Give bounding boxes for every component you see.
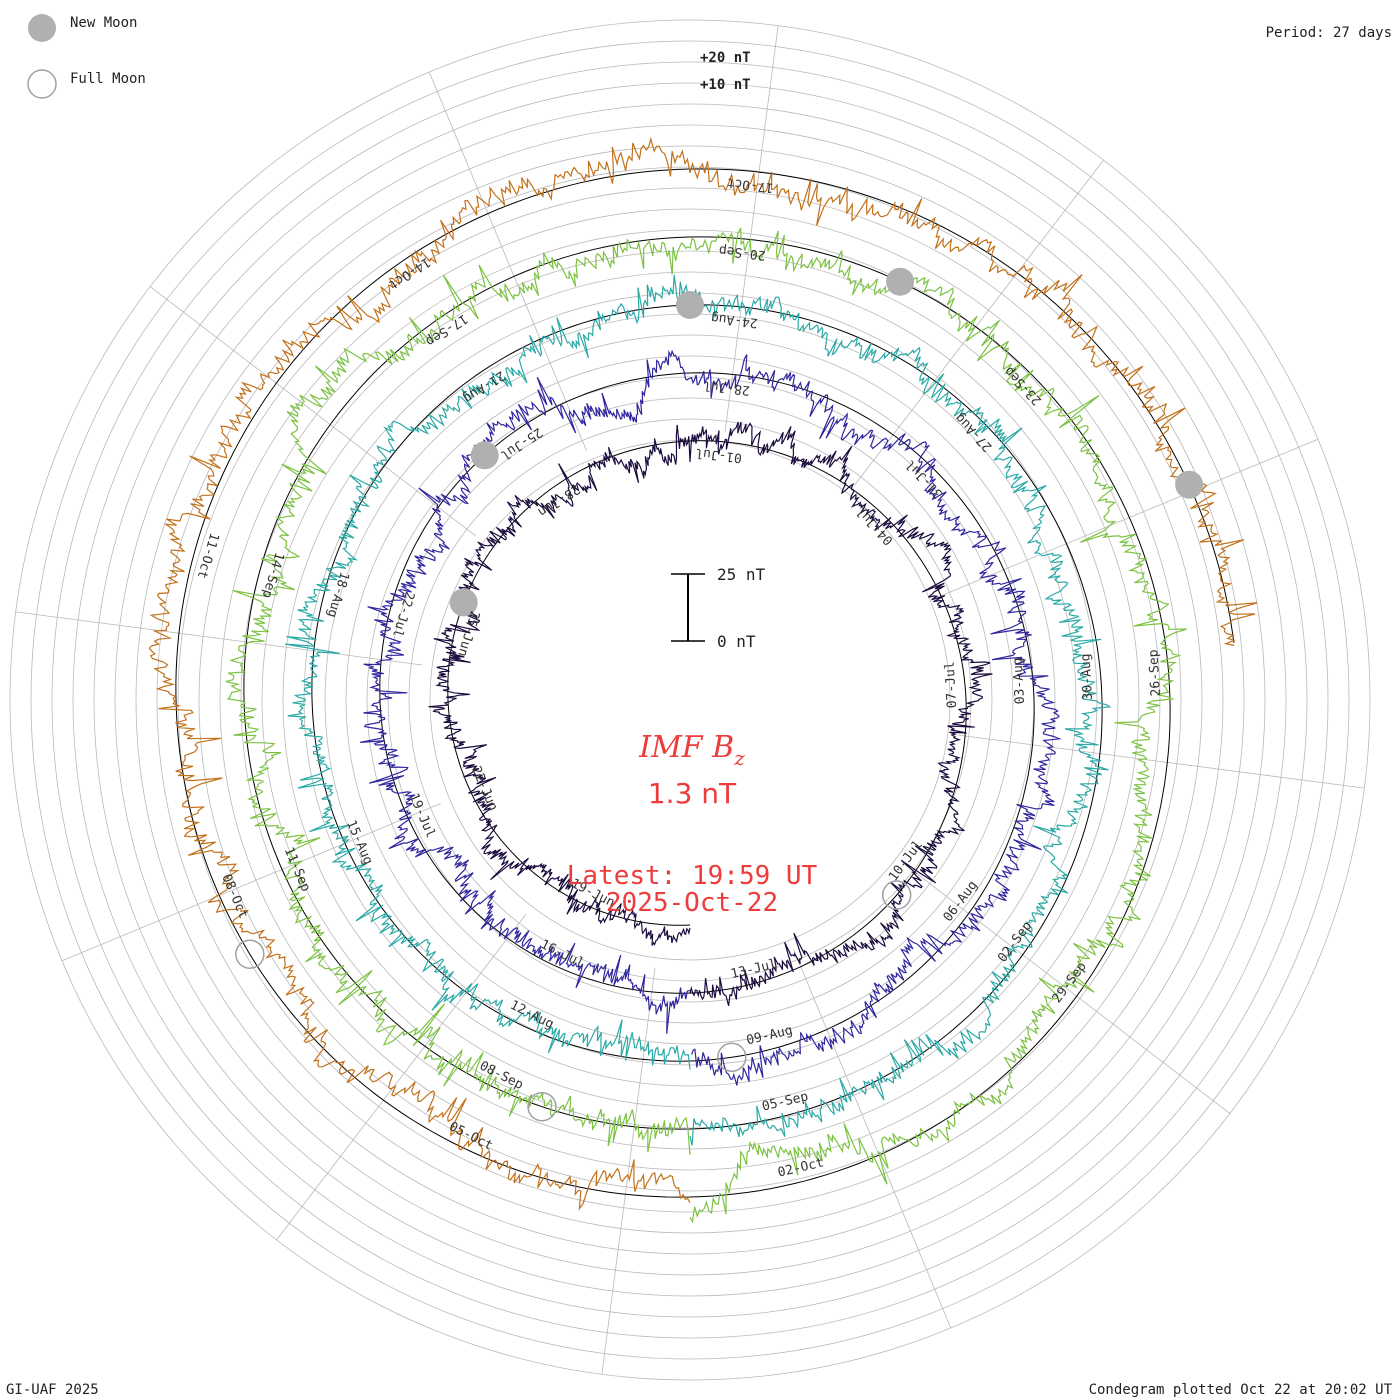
scale-bar-top-label: 25 nT: [717, 565, 766, 584]
zero-baseline: [175, 168, 1235, 1198]
date-label: 25-Jun: [454, 609, 482, 658]
grid-ring: [135, 145, 1245, 1255]
date-label: 21-Aug: [460, 367, 507, 405]
date-label: 15-Aug: [343, 818, 375, 867]
full-moon-label: Full Moon: [70, 71, 146, 87]
date-label: 11-Oct: [194, 531, 222, 580]
date-label: 18-Aug: [324, 570, 352, 619]
grid-ring: [30, 40, 1350, 1360]
date-label: 01-Jul: [694, 445, 742, 465]
new-moon-label: New Moon: [70, 15, 137, 31]
grid-ring: [93, 103, 1287, 1297]
date-label: 22-Jul: [389, 589, 417, 638]
date-label: 26-Sep: [1146, 649, 1164, 697]
grid-spoke: [939, 438, 1319, 597]
date-labels: 19-Jun22-Jun25-Jun28-Jun01-Jul04-Jul07-J…: [194, 175, 1164, 1181]
grid-spoke: [957, 734, 1365, 789]
moon-markers: [235, 267, 1204, 1122]
center-quantity-subscript: z: [733, 746, 745, 770]
full-moon-icon: [27, 69, 57, 99]
grid-spoke: [276, 914, 527, 1241]
center-current-value: 1.3 nT: [648, 777, 737, 810]
grid-ring: [282, 292, 1098, 1108]
bz-trace-rotation-5: [148, 136, 1258, 1211]
date-label: 12-Aug: [507, 998, 556, 1033]
plotted-label: Condegram plotted Oct 22 at 20:02 UT: [1089, 1382, 1393, 1398]
date-label: 30-Aug: [1078, 653, 1096, 701]
grid-ring: [429, 439, 951, 961]
date-label: 23-Sep: [1002, 363, 1045, 408]
date-label: 04-Jul: [853, 503, 896, 547]
date-label: 08-Sep: [477, 1059, 526, 1094]
full-moon-marker: [527, 1091, 557, 1122]
credit-label: GI-UAF 2025: [6, 1382, 99, 1398]
bz-trace-rotation-4: [225, 226, 1187, 1224]
bz-trace-rotation-2: [360, 349, 1062, 1086]
date-label: 17-Oct: [726, 175, 774, 195]
grid-ring: [261, 271, 1119, 1129]
center-latest-time: Latest: 19:59 UT: [567, 861, 818, 891]
grid-ring: [9, 19, 1371, 1381]
full-moon-marker: [881, 880, 912, 910]
date-label: 28-Jul: [702, 377, 750, 397]
full-moon-marker: [235, 939, 265, 969]
bz-traces: [148, 136, 1258, 1224]
date-label: 25-Jul: [497, 424, 544, 462]
new-moon-marker: [676, 291, 704, 319]
grid-ring: [408, 418, 972, 982]
grid-ring: [366, 376, 1014, 1024]
date-label: 20-Sep: [718, 242, 767, 262]
grid-spoke: [853, 159, 1104, 486]
zero-baselines: [175, 168, 1235, 1198]
bz-trace-rotation-1: [428, 421, 993, 1006]
date-label: 07-Jul: [943, 661, 961, 709]
grid-ring: [240, 250, 1140, 1150]
full-moon-marker: [717, 1042, 747, 1073]
date-label: 08-Oct: [218, 872, 250, 921]
new-moon-marker: [886, 267, 915, 296]
date-label: 29-Sep: [1050, 959, 1090, 1006]
center-quantity-main: IMF B: [638, 730, 734, 765]
grid-ring: [72, 82, 1308, 1318]
grid-spoke: [61, 803, 441, 962]
new-moon-marker: [470, 441, 499, 470]
grid-ring: [177, 187, 1203, 1213]
new-moon-marker: [449, 588, 478, 617]
date-label: 11-Sep: [281, 845, 313, 894]
date-label: 03-Aug: [1010, 657, 1028, 705]
scale-bar: 25 nT 0 nT: [671, 565, 766, 651]
center-quantity: IMF Bz: [638, 730, 745, 770]
grid-spoke: [724, 25, 779, 433]
grid-spoke: [793, 949, 952, 1329]
grid-spoke: [428, 71, 587, 451]
date-label: 24-Aug: [710, 310, 758, 330]
grid-spoke: [904, 863, 1231, 1114]
period-label: Period: 27 days: [1266, 25, 1392, 41]
grid-spoke: [149, 286, 476, 537]
new-moon-marker: [1175, 470, 1204, 499]
grid-ring: [114, 124, 1266, 1276]
center-latest-date: 2025-Oct-22: [606, 888, 778, 918]
ring-label-plus20: +20 nT: [700, 50, 751, 66]
grid-ring: [156, 166, 1224, 1234]
grid-ring: [387, 397, 993, 1003]
ring-label-plus10: +10 nT: [700, 77, 751, 93]
scale-bar-bottom-label: 0 nT: [717, 632, 756, 651]
date-label: 22-Jun: [468, 764, 500, 813]
grid-spokes: [15, 25, 1365, 1375]
grid-ring: [51, 61, 1329, 1339]
grid-spoke: [15, 611, 423, 666]
date-label: 27-Aug: [952, 410, 995, 454]
grid-spoke: [601, 967, 656, 1375]
date-label: 17-Sep: [423, 311, 471, 349]
new-moon-icon: [28, 14, 56, 42]
grid-ring: [198, 208, 1182, 1192]
